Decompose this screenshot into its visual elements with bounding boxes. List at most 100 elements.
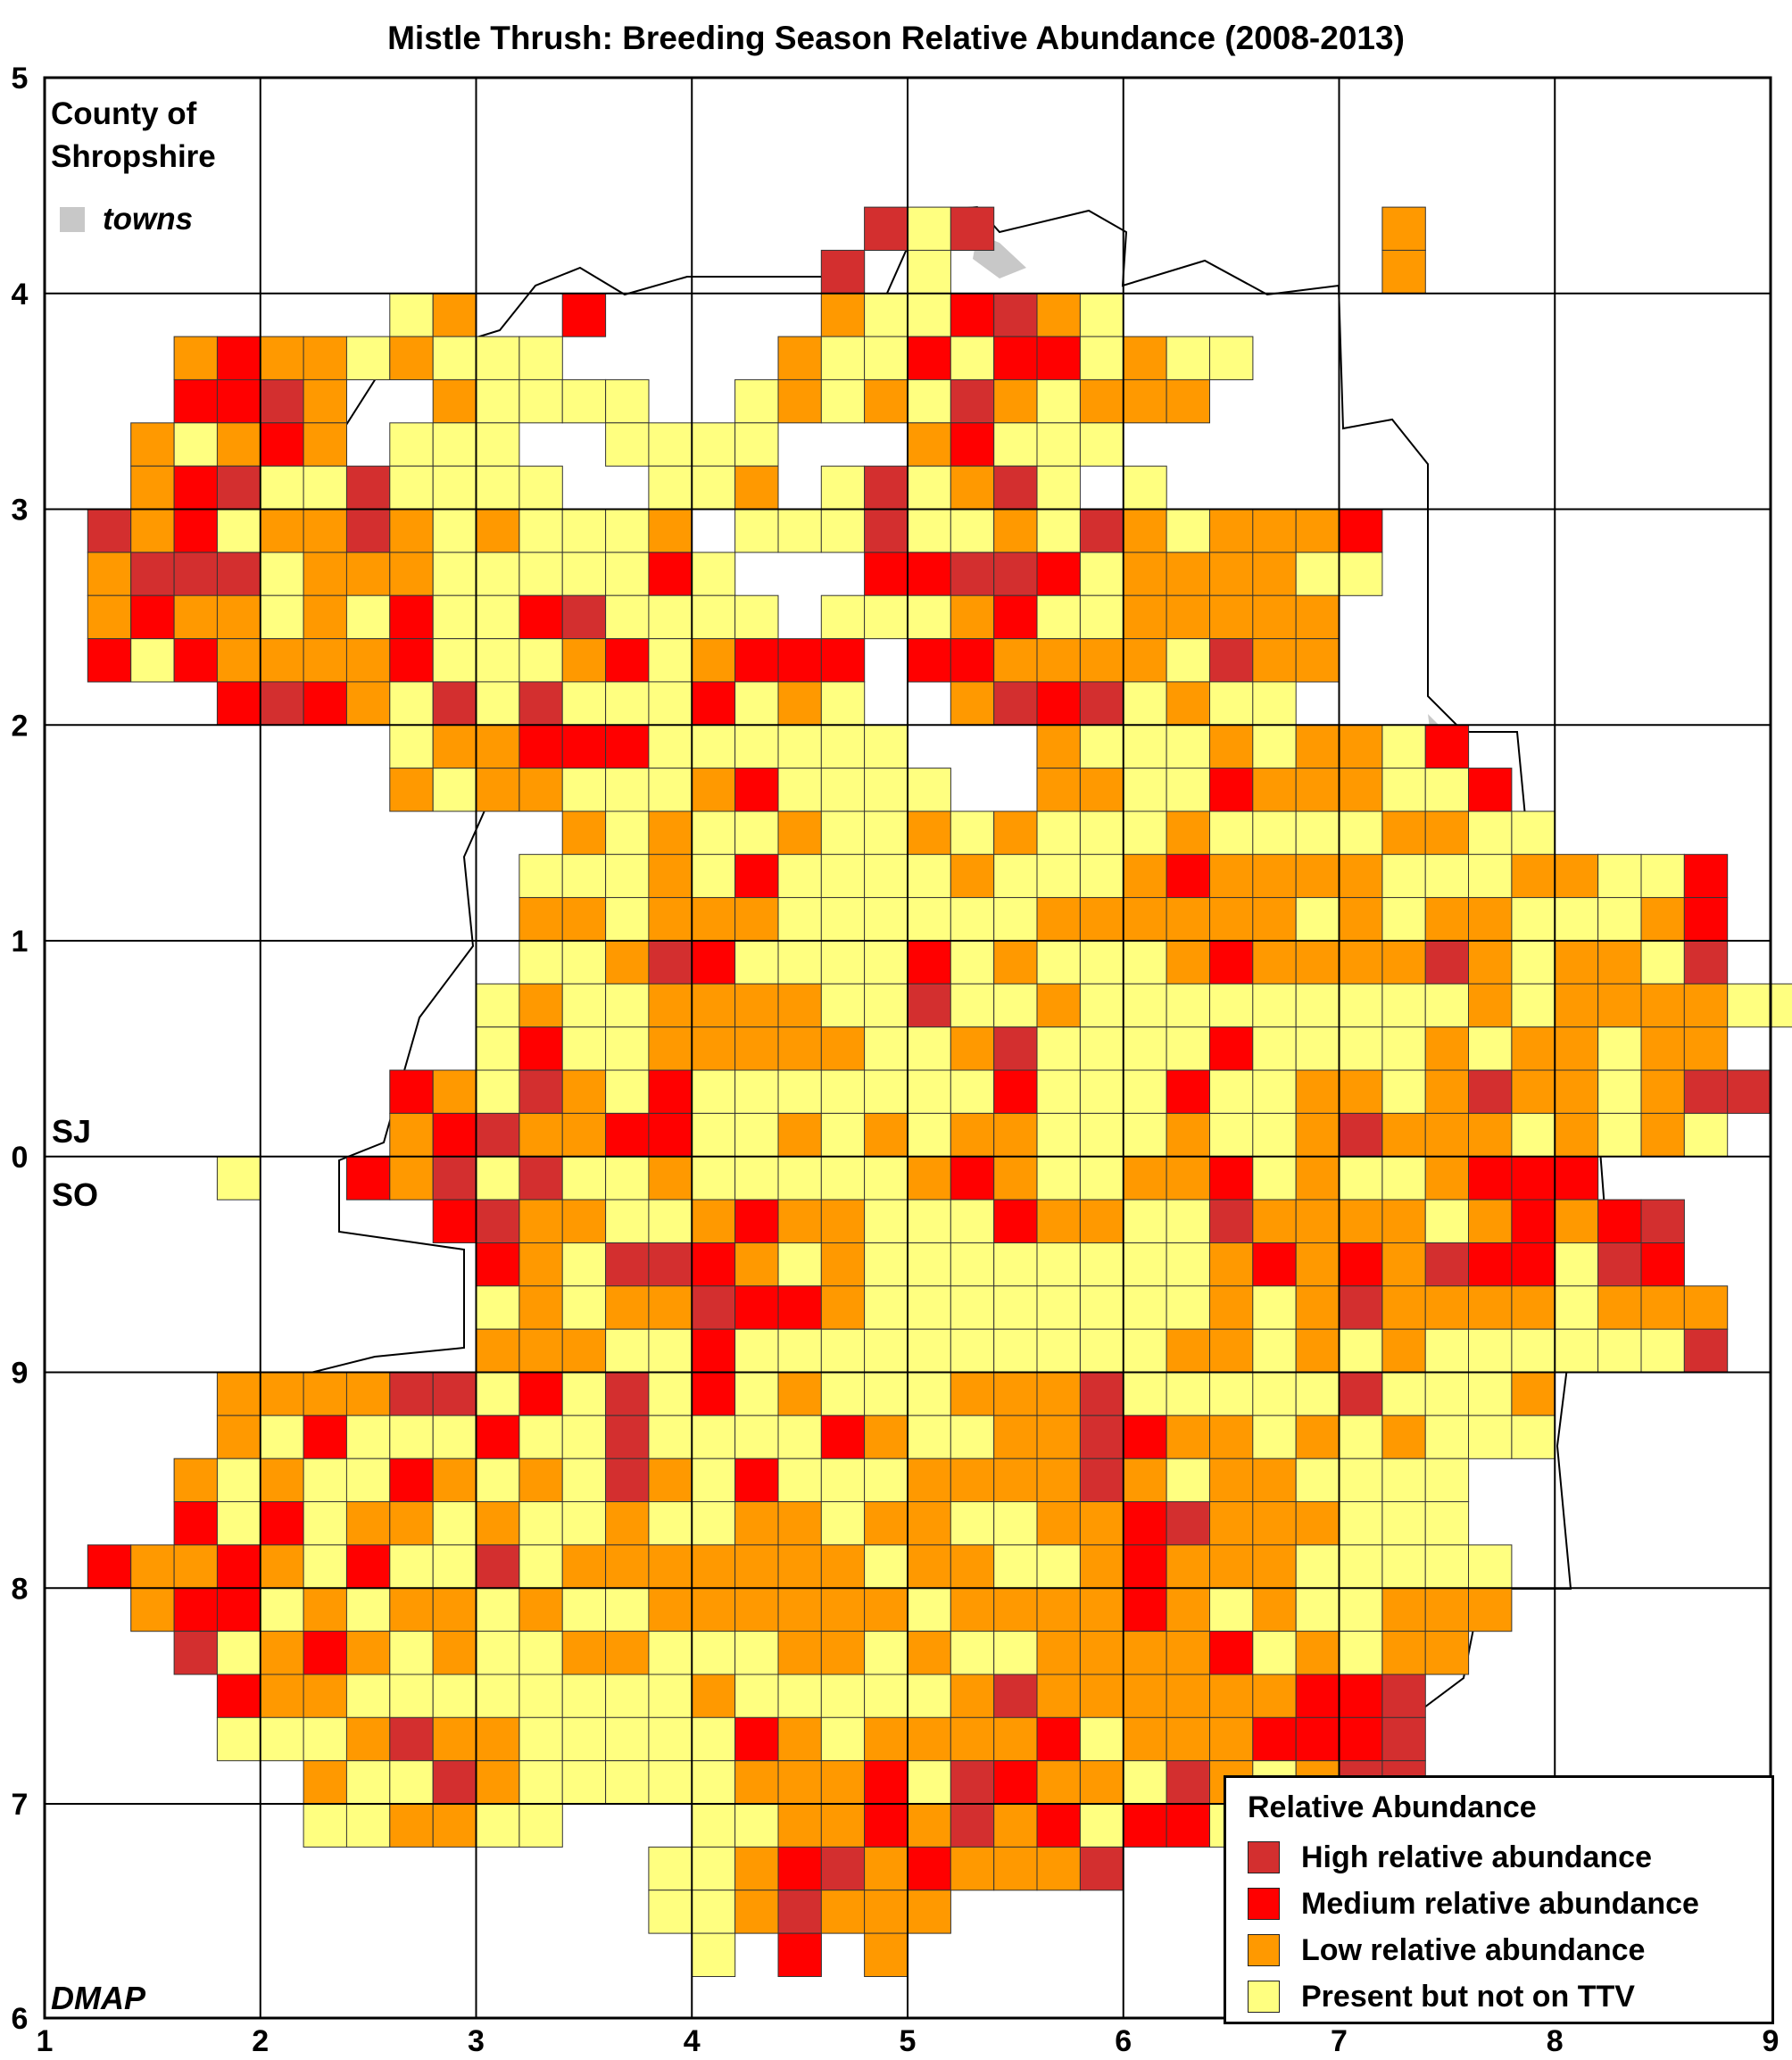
tetrad-present [519, 465, 563, 511]
tetrad-low [1166, 552, 1210, 596]
tetrad-present [561, 1587, 607, 1632]
tetrad-high [950, 1760, 995, 1805]
tetrad-medium [1166, 853, 1210, 899]
tetrad-present [1295, 983, 1340, 1028]
tetrad-low [864, 1587, 908, 1632]
tetrad-low [1166, 1631, 1210, 1675]
tetrad-present [432, 422, 477, 467]
tetrad-low [1123, 1716, 1167, 1762]
tetrad-present [993, 1285, 1038, 1330]
tetrad-present [1381, 768, 1426, 812]
tetrad-present [950, 1242, 995, 1287]
tetrad-high [1079, 1846, 1124, 1891]
tetrad-low [1424, 1285, 1470, 1330]
tetrad-present [173, 422, 219, 467]
tetrad-medium [1468, 1242, 1513, 1287]
tetrad-present [820, 810, 866, 855]
tetrad-present [1079, 336, 1124, 381]
tetrad-present [777, 768, 822, 812]
tetrad-present [1339, 1544, 1383, 1589]
tetrad-present [864, 1026, 908, 1071]
tetrad-low [173, 336, 219, 381]
tetrad-medium [1123, 1501, 1167, 1546]
towns-label: towns [103, 202, 194, 237]
tetrad-present [648, 1846, 693, 1891]
tetrad-present [303, 1501, 348, 1546]
tetrad-present [605, 853, 650, 899]
tetrad-present [389, 1415, 434, 1459]
tetrad-low [907, 1544, 951, 1589]
tetrad-low [260, 509, 304, 553]
tetrad-medium [820, 1415, 866, 1459]
tetrad-present [476, 378, 520, 424]
tetrad-low [907, 1501, 951, 1546]
tetrad-low [1424, 897, 1470, 942]
tetrad-low [648, 1587, 693, 1632]
tetrad-low [303, 1587, 348, 1632]
y-tick-label: 0 [12, 1141, 29, 1175]
tetrad-low [260, 1674, 304, 1718]
tetrad-present [1468, 1415, 1513, 1459]
tetrad-high [345, 509, 391, 553]
tetrad-medium [1209, 1156, 1254, 1200]
map-title: Mistle Thrush: Breeding Season Relative … [387, 20, 1405, 56]
tetrad-medium [1468, 1156, 1513, 1200]
tetrad-present [561, 1501, 607, 1546]
tetrad-low [950, 1026, 995, 1071]
tetrad-medium [734, 768, 779, 812]
tetrad-present [864, 1242, 908, 1287]
tetrad-low [1166, 1156, 1210, 1200]
tetrad-low [1295, 853, 1340, 899]
tetrad-low [1079, 638, 1124, 683]
tetrad-present [1079, 1285, 1124, 1330]
tetrad-present [605, 1199, 650, 1243]
tetrad-present [1123, 810, 1167, 855]
tetrad-present [691, 724, 736, 769]
tetrad-present [820, 1458, 866, 1503]
tetrad-present [907, 1415, 951, 1459]
tetrad-high [432, 681, 477, 726]
tetrad-present [389, 293, 434, 337]
tetrad-low [303, 509, 348, 553]
tetrad-present [691, 594, 736, 640]
tetrad-present [1123, 1760, 1167, 1805]
tetrad-present [734, 1674, 779, 1718]
tetrad-present [907, 249, 951, 295]
tetrad-low [734, 897, 779, 942]
tetrad-medium [561, 724, 607, 769]
tetrad-low [777, 681, 822, 726]
tetrad-low [648, 1026, 693, 1071]
legend-title: Relative Abundance [1248, 1790, 1537, 1824]
tetrad-low [130, 1544, 175, 1589]
tetrad-present [1468, 1026, 1513, 1071]
tetrad-medium [734, 1285, 779, 1330]
tetrad-high [1683, 1328, 1729, 1374]
tetrad-present [1424, 1458, 1470, 1503]
tetrad-high [691, 1285, 736, 1330]
tetrad-low [605, 1631, 650, 1675]
tetrad-medium [1683, 897, 1729, 942]
tetrad-present [1295, 1458, 1340, 1503]
tetrad-present [1036, 1112, 1081, 1158]
tetrad-high [950, 378, 995, 424]
tetrad-present [260, 1415, 304, 1459]
tetrad-low [993, 1372, 1038, 1416]
tetrad-low [173, 1544, 219, 1589]
tetrad-present [1252, 1069, 1297, 1114]
tetrad-present [1079, 594, 1124, 640]
tetrad-high [1381, 1674, 1426, 1718]
tetrad-low [1381, 940, 1426, 984]
tetrad-medium [950, 638, 995, 683]
tetrad-low [1295, 1631, 1340, 1675]
tetrad-present [820, 1501, 866, 1546]
tetrad-present [1209, 681, 1254, 726]
tetrad-medium [216, 336, 261, 381]
tetrad-low [1166, 1112, 1210, 1158]
tetrad-high [260, 378, 304, 424]
tetrad-low [130, 422, 175, 467]
tetrad-present [389, 422, 434, 467]
tetrad-low [260, 1372, 304, 1416]
tetrad-present [734, 1803, 779, 1848]
tetrad-present [389, 465, 434, 511]
source-label: DMAP [51, 1980, 145, 2016]
